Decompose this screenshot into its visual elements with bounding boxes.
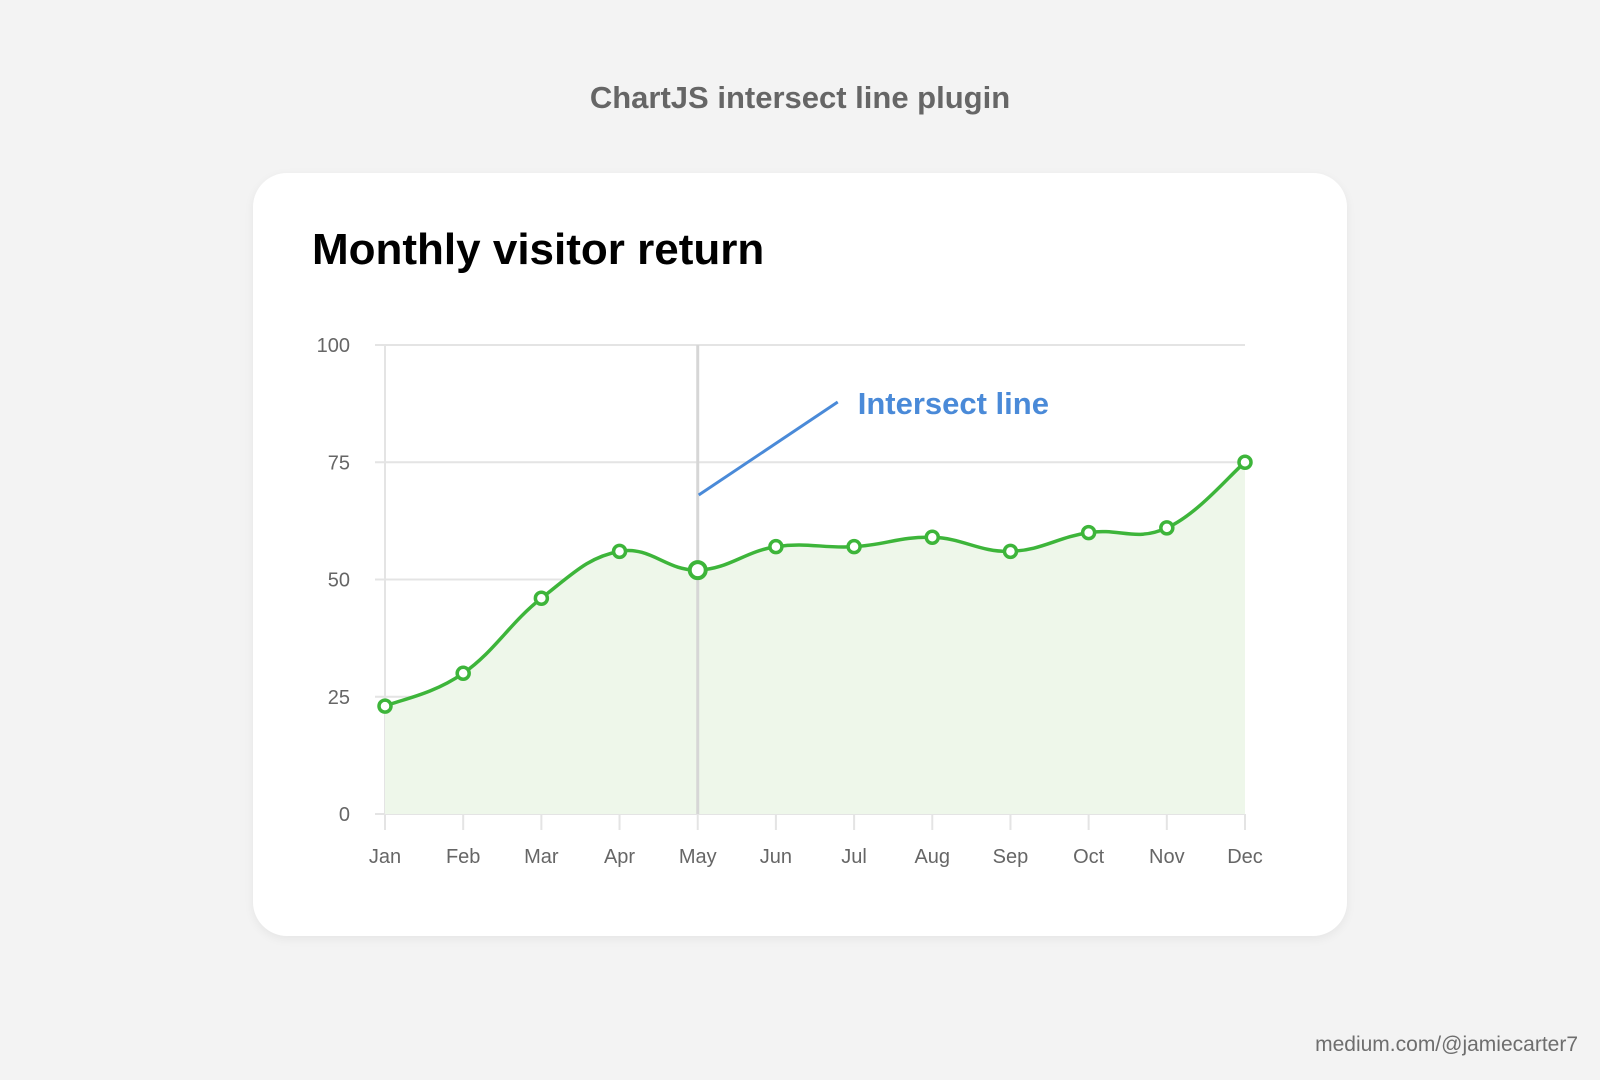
data-point	[533, 590, 550, 607]
x-tick-label: Apr	[604, 846, 635, 868]
data-point	[1080, 524, 1097, 541]
x-tick-label: Aug	[914, 846, 950, 868]
series-line	[384, 460, 1247, 708]
data-point	[1159, 520, 1175, 536]
y-tick-label: 75	[328, 452, 350, 474]
x-tick-label: May	[679, 846, 717, 868]
x-tick-label: Jan	[369, 846, 401, 868]
data-point	[1237, 454, 1253, 470]
page-heading: ChartJS intersect line plugin	[589, 80, 1011, 115]
credit-text: medium.com/@jamiecarter7	[1315, 1033, 1578, 1056]
line-chart: 0 25 50 75 100 Jan Feb Mar Apr May Jun Jul Aug Sep Oct…	[317, 335, 1263, 868]
x-tick-label: Dec	[1227, 846, 1263, 868]
x-tick-label: Sep	[993, 846, 1029, 868]
annotation-pointer	[697, 400, 839, 497]
y-tick-label: 50	[328, 570, 350, 592]
x-tick-label: Jul	[841, 846, 867, 868]
chart-title: Monthly visitor return	[312, 225, 765, 274]
chart-card: Monthly visitor return 0 25 50 75 100 Jan Feb M…	[253, 173, 1347, 936]
area-fill	[385, 462, 1245, 814]
data-point	[768, 538, 784, 555]
data-point	[687, 560, 708, 581]
x-tick-label: Feb	[446, 846, 480, 868]
data-point	[611, 543, 628, 560]
annotation-label: Intersect line	[858, 386, 1049, 421]
y-tick-label: 0	[339, 804, 350, 826]
y-tick-label: 100	[317, 335, 350, 357]
x-tick-label: Oct	[1073, 846, 1105, 868]
data-point	[846, 538, 862, 555]
data-point	[377, 698, 393, 714]
data-point	[455, 665, 471, 682]
y-tick-label: 25	[328, 687, 350, 709]
data-point	[924, 529, 941, 546]
data-point	[1002, 543, 1019, 560]
x-tick-label: Mar	[524, 846, 559, 868]
x-tick-label: Jun	[760, 846, 792, 868]
x-tick-label: Nov	[1149, 846, 1185, 868]
